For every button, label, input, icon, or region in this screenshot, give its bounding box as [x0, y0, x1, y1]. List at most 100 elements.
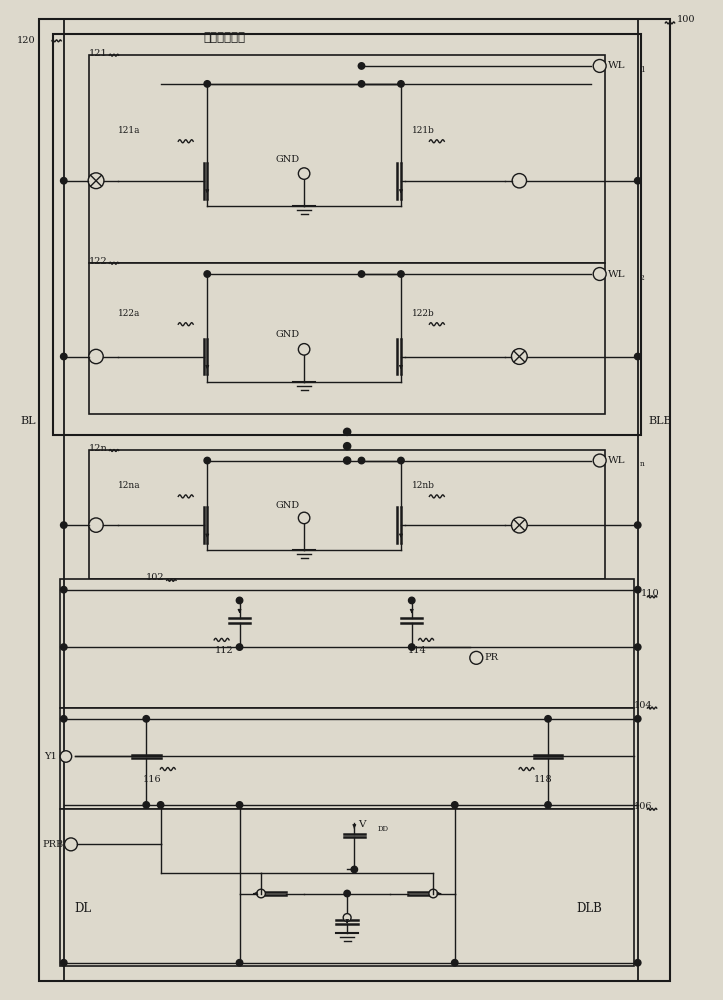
- Text: 121b: 121b: [411, 126, 435, 135]
- Text: PR: PR: [484, 653, 498, 662]
- Text: PRB: PRB: [43, 840, 64, 849]
- Circle shape: [343, 443, 351, 450]
- Text: 存储单元阵列: 存储单元阵列: [204, 31, 246, 44]
- Circle shape: [635, 586, 641, 593]
- Circle shape: [359, 457, 364, 464]
- Circle shape: [429, 889, 437, 898]
- Text: DL: DL: [74, 902, 92, 915]
- Circle shape: [408, 644, 415, 650]
- Circle shape: [343, 914, 351, 921]
- Text: 12n: 12n: [89, 444, 108, 453]
- Circle shape: [61, 178, 67, 184]
- Text: 114: 114: [408, 646, 427, 655]
- Circle shape: [343, 428, 351, 435]
- Circle shape: [408, 597, 415, 604]
- Circle shape: [299, 512, 310, 524]
- Text: DD: DD: [378, 825, 389, 833]
- Circle shape: [635, 353, 641, 360]
- Circle shape: [143, 802, 150, 808]
- Circle shape: [359, 271, 364, 277]
- Text: BL: BL: [21, 416, 36, 426]
- Bar: [60, 579, 634, 708]
- Circle shape: [204, 81, 210, 87]
- Circle shape: [143, 716, 150, 722]
- Circle shape: [635, 178, 641, 184]
- Text: 118: 118: [534, 775, 552, 784]
- Circle shape: [299, 168, 310, 179]
- Circle shape: [257, 889, 265, 898]
- Text: 100: 100: [677, 15, 696, 24]
- Circle shape: [594, 268, 606, 280]
- Text: 1: 1: [640, 66, 645, 74]
- Text: 102: 102: [146, 573, 165, 582]
- Text: n: n: [640, 460, 645, 468]
- Text: V: V: [358, 820, 365, 829]
- Circle shape: [88, 173, 104, 189]
- Text: 121a: 121a: [118, 126, 140, 135]
- Circle shape: [236, 960, 243, 966]
- Text: 2: 2: [640, 274, 645, 282]
- Bar: [89, 450, 605, 579]
- Circle shape: [64, 838, 77, 851]
- Circle shape: [236, 644, 243, 650]
- Circle shape: [61, 522, 67, 528]
- Circle shape: [594, 59, 606, 72]
- Circle shape: [351, 866, 358, 873]
- Circle shape: [343, 457, 351, 464]
- Circle shape: [299, 344, 310, 355]
- Bar: [89, 55, 605, 263]
- Circle shape: [635, 716, 641, 722]
- Text: GND: GND: [275, 330, 299, 339]
- Text: 120: 120: [17, 36, 35, 45]
- Circle shape: [359, 63, 364, 69]
- Circle shape: [61, 716, 67, 722]
- Text: GND: GND: [275, 155, 299, 164]
- Circle shape: [635, 960, 641, 966]
- Text: 122b: 122b: [411, 309, 435, 318]
- Circle shape: [61, 353, 67, 360]
- Circle shape: [398, 81, 404, 87]
- Circle shape: [512, 174, 526, 188]
- Circle shape: [635, 644, 641, 650]
- Circle shape: [344, 890, 351, 897]
- Circle shape: [511, 517, 527, 533]
- Circle shape: [89, 518, 103, 532]
- Circle shape: [61, 644, 67, 650]
- Text: 104: 104: [634, 701, 653, 710]
- Circle shape: [594, 454, 606, 467]
- Text: WL: WL: [607, 270, 625, 279]
- Circle shape: [359, 81, 364, 87]
- Bar: [60, 708, 634, 809]
- Circle shape: [545, 802, 551, 808]
- Circle shape: [511, 349, 527, 364]
- Text: 110: 110: [641, 589, 660, 598]
- Bar: [53, 34, 641, 435]
- Circle shape: [470, 651, 483, 664]
- Text: WL: WL: [607, 456, 625, 465]
- Circle shape: [60, 751, 72, 762]
- Text: DLB: DLB: [577, 902, 602, 915]
- Text: 112: 112: [215, 646, 234, 655]
- Circle shape: [545, 716, 551, 722]
- Text: 12na: 12na: [118, 481, 140, 490]
- Circle shape: [204, 271, 210, 277]
- Circle shape: [204, 457, 210, 464]
- Bar: [38, 19, 670, 981]
- Circle shape: [61, 960, 67, 966]
- Circle shape: [398, 457, 404, 464]
- Circle shape: [452, 960, 458, 966]
- Text: 12nb: 12nb: [411, 481, 435, 490]
- Text: 106: 106: [634, 802, 653, 811]
- Circle shape: [158, 802, 164, 808]
- Circle shape: [89, 349, 103, 364]
- Text: 121: 121: [89, 49, 108, 58]
- Bar: [89, 263, 605, 414]
- Circle shape: [398, 271, 404, 277]
- Text: BLB: BLB: [649, 416, 672, 426]
- Bar: [60, 809, 634, 966]
- Circle shape: [236, 597, 243, 604]
- Text: WL: WL: [607, 61, 625, 70]
- Text: 116: 116: [142, 775, 161, 784]
- Text: 122a: 122a: [118, 309, 140, 318]
- Circle shape: [635, 522, 641, 528]
